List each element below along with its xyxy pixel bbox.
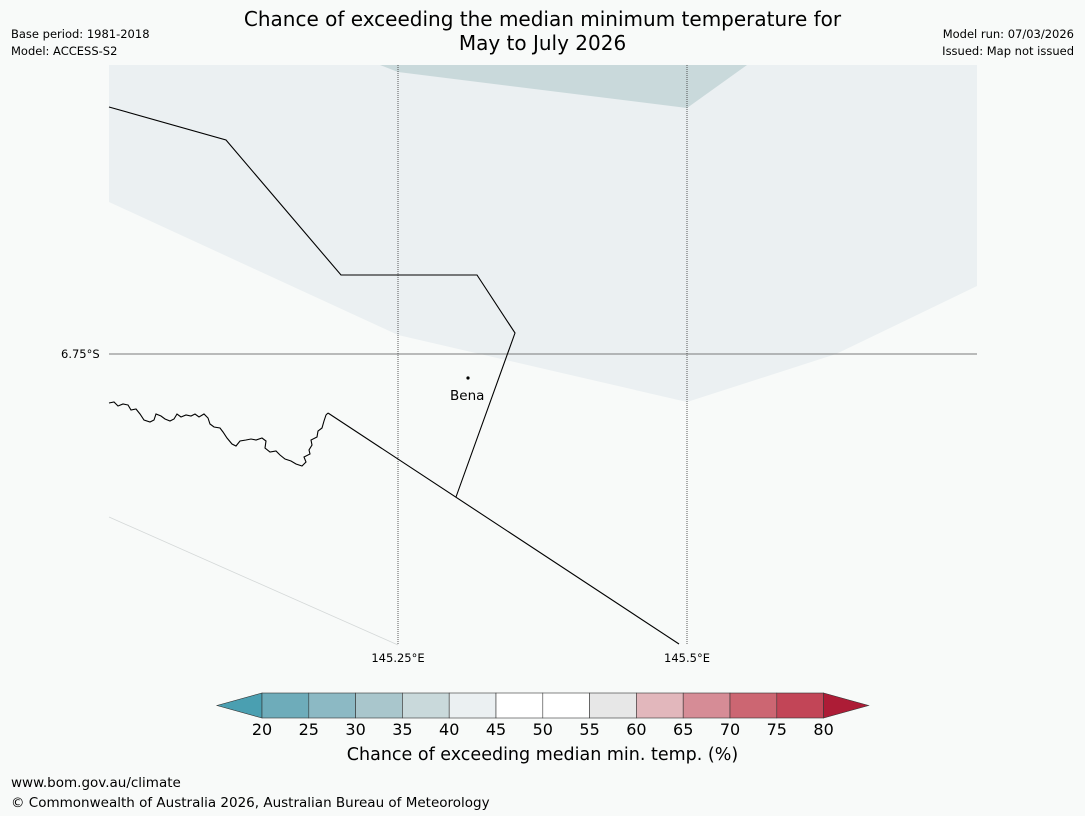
colorbar-tick-70: 70 xyxy=(719,720,741,739)
colorbar-bin-45-50 xyxy=(495,692,544,719)
longitude-label-145-5: 145.5°E xyxy=(664,651,710,665)
colorbar-bin-50-55 xyxy=(542,692,590,719)
colorbar-bin-30-35 xyxy=(355,692,403,719)
colorbar-bin-25-30 xyxy=(308,692,356,719)
colorbar-tick-25: 25 xyxy=(298,720,319,739)
base-period-text: Base period: 1981-2018 xyxy=(11,27,150,41)
probability-zone-40-45 xyxy=(109,65,977,402)
colorbar-tick-35: 35 xyxy=(392,720,413,739)
title-line-1: Chance of exceeding the median minimum t… xyxy=(243,7,842,31)
colorbar-bin-40-45 xyxy=(448,692,497,719)
latitude-label: 6.75°S xyxy=(61,347,100,361)
probability-zone-35-40 xyxy=(380,65,747,108)
district-boundary xyxy=(108,106,516,498)
colorbar-tick-60: 60 xyxy=(626,720,647,739)
bena-label: Bena xyxy=(450,388,485,404)
model-run-text: Model run: 07/03/2026 xyxy=(942,27,1074,41)
issued-text: Issued: Map not issued xyxy=(942,44,1074,58)
district-boundary-south xyxy=(327,412,680,645)
colorbar-extension-low xyxy=(215,692,263,719)
bena-marker xyxy=(466,376,470,380)
model-text: Model: ACCESS-S2 xyxy=(11,44,118,58)
header-right: Model run: 07/03/2026 Issued: Map not is… xyxy=(942,26,1074,60)
colorbar-bin-55-60 xyxy=(589,692,637,719)
colorbar-tick-80: 80 xyxy=(813,720,834,739)
colorbar-label: Chance of exceeding median min. temp. (%… xyxy=(346,745,739,765)
colorbar-tick-75: 75 xyxy=(766,720,787,739)
colorbar-tick-55: 55 xyxy=(579,720,600,739)
colorbar-bin-60-65 xyxy=(636,692,684,719)
colorbar-bin-35-40 xyxy=(402,692,450,719)
colorbar-extension-high xyxy=(823,692,870,719)
colorbar-tick-45: 45 xyxy=(485,720,507,739)
colorbar-bin-65-70 xyxy=(682,692,731,719)
footer-copyright: © Commonwealth of Australia 2026, Austra… xyxy=(11,795,490,811)
colorbar-tick-30: 30 xyxy=(345,720,366,739)
colorbar-tick-50: 50 xyxy=(532,720,553,739)
title-line-2: May to July 2026 xyxy=(458,31,627,55)
faint-contour-line xyxy=(108,516,399,646)
header-left: Base period: 1981-2018 Model: ACCESS-S2 xyxy=(11,26,150,60)
colorbar-bin-20-25 xyxy=(261,692,310,719)
map-title: Chance of exceeding the median minimum t… xyxy=(0,7,1085,55)
colorbar-tick-40: 40 xyxy=(439,720,460,739)
footer-url[interactable]: www.bom.gov.au/climate xyxy=(11,775,181,791)
colorbar-tick-65: 65 xyxy=(673,720,694,739)
colorbar-tick-20: 20 xyxy=(251,720,273,739)
colorbar-bin-75-80 xyxy=(776,692,824,719)
colorbar-bin-70-75 xyxy=(729,692,778,719)
river-line xyxy=(108,401,329,467)
longitude-label-145-25: 145.25°E xyxy=(371,651,425,665)
